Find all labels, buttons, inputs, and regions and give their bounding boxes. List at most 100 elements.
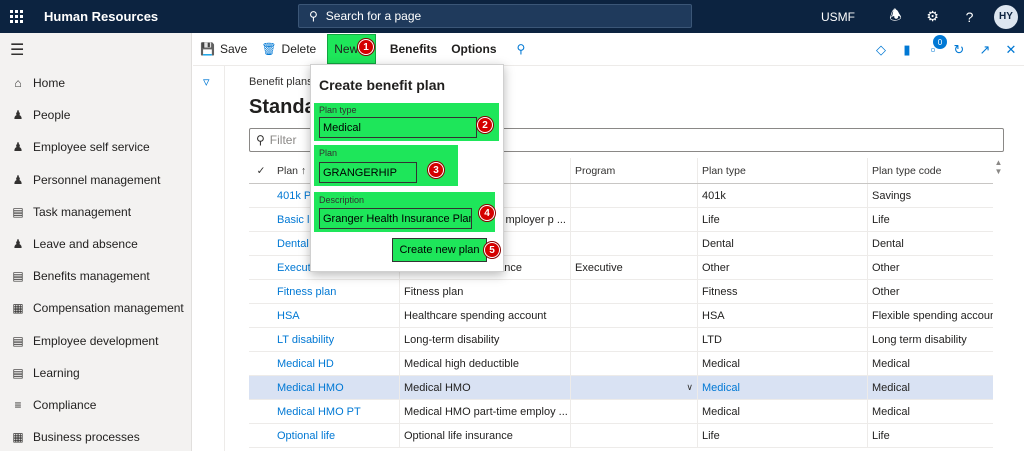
filter-icon[interactable]: ▿ <box>203 74 210 89</box>
save-button[interactable]: 💾 Save <box>193 33 254 66</box>
nav-item-personnel-management[interactable]: ♟ Personnel management <box>0 164 191 196</box>
gear-icon[interactable]: ⚙ <box>926 8 939 24</box>
document-icon: ▤ <box>12 269 24 284</box>
plan-link[interactable]: Dental <box>277 237 309 250</box>
nav-item-learning[interactable]: ▤ Learning <box>0 357 191 389</box>
refresh-icon[interactable]: ↻ <box>953 41 965 57</box>
program-cell <box>570 424 697 447</box>
vertical-scrollbar[interactable]: ▲ ▼ <box>993 158 1004 451</box>
notification-icon[interactable]: ▫ 0 <box>920 35 947 57</box>
hamburger-menu-icon[interactable]: ☰ <box>10 42 25 59</box>
plan-link[interactable]: HSA <box>277 309 300 322</box>
column-header-plan[interactable]: Plan ↑ <box>277 164 307 177</box>
table-row[interactable]: Fitness plan Fitness plan Fitness Other <box>249 280 993 304</box>
scroll-down-icon[interactable]: ▼ <box>994 167 1003 176</box>
top-bar-actions: USMF 🕭 ⚙ ? HY <box>821 0 1024 33</box>
nav-item-employee-self-service[interactable]: ♟ Employee self service <box>0 131 191 163</box>
top-bar: Human Resources ⚲ Search for a page USMF… <box>0 0 1024 33</box>
notification-badge: 0 <box>933 35 947 49</box>
plan-type-field[interactable]: Medical <box>319 117 477 138</box>
nav-item-compensation-management[interactable]: ▦ Compensation management <box>0 292 191 324</box>
nav-item-label: Employee development <box>33 333 159 348</box>
delete-label: Delete <box>281 42 317 56</box>
program-cell <box>570 280 697 303</box>
chevron-down-icon[interactable]: ∨ <box>686 382 693 392</box>
delete-button[interactable]: 🗑 Delete <box>254 33 323 66</box>
office-icon[interactable]: ▮ <box>903 41 911 57</box>
nav-item-label: Learning <box>33 365 80 380</box>
plan-link[interactable]: 401k Pl <box>277 189 314 202</box>
plan-type-cell: Other <box>697 256 867 279</box>
description-field[interactable]: Granger Health Insurance Plan <box>319 208 472 229</box>
search-input[interactable]: ⚲ Search for a page <box>298 4 692 28</box>
options-tab[interactable]: Options <box>444 33 503 66</box>
nav-item-home[interactable]: ⌂ Home <box>0 67 191 99</box>
breadcrumb[interactable]: Benefit plans <box>249 76 313 88</box>
plan-type-cell: HSA <box>697 304 867 327</box>
table-row[interactable]: HSA Healthcare spending account HSA Flex… <box>249 304 993 328</box>
program-cell <box>570 304 697 327</box>
close-icon[interactable]: ✕ <box>1005 41 1017 57</box>
table-row[interactable]: Medical HMO PT Medical HMO part-time emp… <box>249 400 993 424</box>
app-title: Human Resources <box>44 9 159 24</box>
nav-item-label: Business processes <box>33 430 140 445</box>
search-placeholder: Search for a page <box>325 9 422 23</box>
search-icon: ⚲ <box>309 9 318 23</box>
nav-item-employee-development[interactable]: ▤ Employee development <box>0 325 191 357</box>
plan-link[interactable]: Medical HD <box>277 357 334 370</box>
plan-type-code-cell: Other <box>867 280 993 303</box>
nav-item-business-processes[interactable]: ▦ Business processes <box>0 421 191 451</box>
plan-type-code-cell: Savings <box>867 184 993 207</box>
trash-icon: 🗑 <box>261 42 277 56</box>
filter-input[interactable]: ⚲ Filter <box>249 128 1004 152</box>
plan-type-cell: Medical <box>697 400 867 423</box>
plan-link[interactable]: Medical HMO <box>277 381 344 394</box>
plan-type-cell: 401k <box>697 184 867 207</box>
app-launcher-icon[interactable] <box>0 0 32 33</box>
company-selector[interactable]: USMF <box>821 9 855 24</box>
nav-item-leave-and-absence[interactable]: ♟ Leave and absence <box>0 228 191 260</box>
person-time-icon: ♟ <box>12 237 24 252</box>
nav-item-people[interactable]: ♟ People <box>0 99 191 131</box>
nav-item-compliance[interactable]: ≡ Compliance <box>0 389 191 421</box>
table-row[interactable]: 401k Pl 401k Savings <box>249 184 993 208</box>
plan-link[interactable]: Fitness plan <box>277 285 337 298</box>
benefits-tab[interactable]: Benefits <box>380 33 444 66</box>
bell-icon[interactable]: 🕭 <box>889 6 902 23</box>
create-new-plan-button[interactable]: Create new plan <box>392 238 487 262</box>
plan-link[interactable]: Optional life <box>277 429 336 442</box>
power-apps-icon[interactable]: ◇ <box>876 41 886 57</box>
table-row[interactable]: Optional life Optional life insurance Li… <box>249 424 993 448</box>
open-new-window-icon[interactable]: ↗ <box>979 41 991 57</box>
nav-item-task-management[interactable]: ▤ Task management <box>0 196 191 228</box>
save-icon: 💾 <box>200 42 215 56</box>
program-cell: Executive <box>570 256 697 279</box>
program-dropdown[interactable]: ∨ <box>570 376 697 399</box>
table-row[interactable]: Dental Dental Dental <box>249 232 993 256</box>
plan-link[interactable]: Medical HMO PT <box>277 405 361 418</box>
avatar[interactable]: HY <box>994 4 1018 29</box>
scroll-up-icon[interactable]: ▲ <box>994 158 1003 167</box>
plan-type-code-cell: Life <box>867 208 993 231</box>
nav-item-benefits-management[interactable]: ▤ Benefits management <box>0 260 191 292</box>
column-header-plan-type-code[interactable]: Plan type code <box>867 158 993 183</box>
select-all-checkbox[interactable]: ✓ <box>256 164 266 177</box>
plan-link[interactable]: LT disability <box>277 333 335 346</box>
description-cell: Medical HMO <box>399 376 570 399</box>
plan-type-code-cell: Medical <box>867 352 993 375</box>
table-row-selected[interactable]: Medical HMO Medical HMO ∨ Medical Medica… <box>249 376 993 400</box>
plan-label: Plan <box>319 148 338 158</box>
help-icon[interactable]: ? <box>965 8 974 25</box>
filter-pane: ▿ <box>193 66 225 451</box>
column-header-plan-type[interactable]: Plan type <box>697 158 867 183</box>
plan-type-code-cell: Dental <box>867 232 993 255</box>
plan-field[interactable]: GRANGERHIP <box>319 162 417 183</box>
table-row[interactable]: LT disability Long-term disability LTD L… <box>249 328 993 352</box>
plan-type-cell[interactable]: Medical <box>697 376 867 399</box>
table-row[interactable]: Medical HD Medical high deductible Medic… <box>249 352 993 376</box>
plan-link[interactable]: Basic li <box>277 213 312 226</box>
action-search-button[interactable]: ⚲ <box>504 33 538 66</box>
description-cell: Healthcare spending account <box>399 304 570 327</box>
plan-type-code-cell: Flexible spending accoun <box>867 304 993 327</box>
column-header-program[interactable]: Program <box>570 158 697 183</box>
